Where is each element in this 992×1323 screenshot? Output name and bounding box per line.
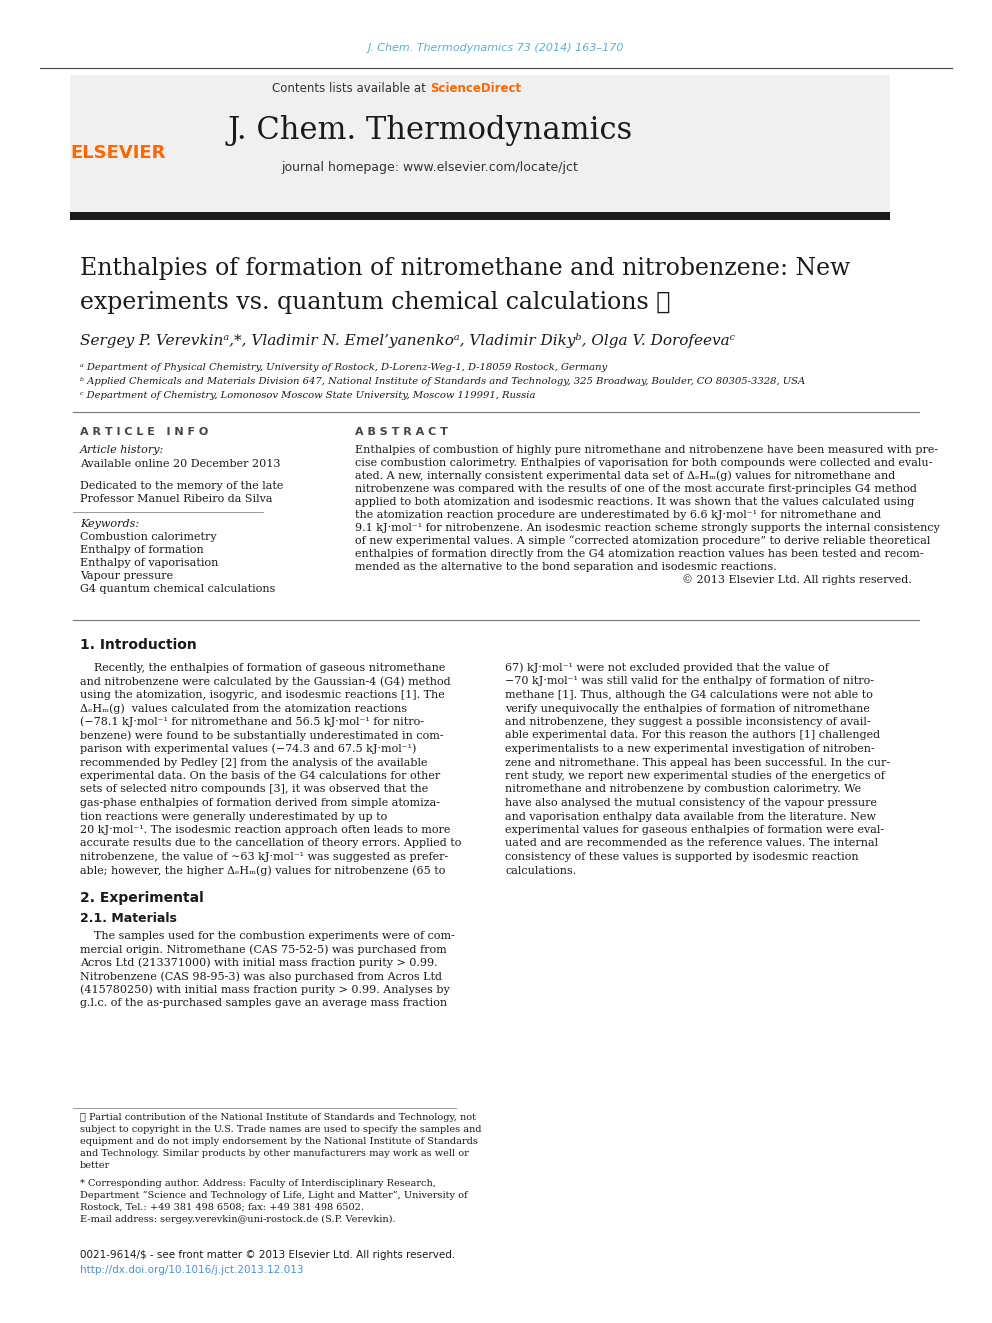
Text: mended as the alternative to the bond separation and isodesmic reactions.: mended as the alternative to the bond se… — [355, 562, 777, 572]
Text: calculations.: calculations. — [505, 865, 576, 876]
Text: nitrobenzene was compared with the results of one of the most accurate first-pri: nitrobenzene was compared with the resul… — [355, 484, 917, 493]
Text: ᵇ Applied Chemicals and Materials Division 647, National Institute of Standards : ᵇ Applied Chemicals and Materials Divisi… — [80, 377, 806, 386]
Text: J. Chem. Thermodynamics: J. Chem. Thermodynamics — [227, 115, 633, 146]
Text: (415780250) with initial mass fraction purity > 0.99. Analyses by: (415780250) with initial mass fraction p… — [80, 984, 449, 995]
Text: ELSEVIER: ELSEVIER — [70, 144, 166, 161]
Text: 2. Experimental: 2. Experimental — [80, 890, 203, 905]
Text: accurate results due to the cancellation of theory errors. Applied to: accurate results due to the cancellation… — [80, 839, 461, 848]
Text: benzene) were found to be substantially underestimated in com-: benzene) were found to be substantially … — [80, 730, 443, 741]
Text: 1. Introduction: 1. Introduction — [80, 638, 196, 652]
Text: methane [1]. Thus, although the G4 calculations were not able to: methane [1]. Thus, although the G4 calcu… — [505, 691, 873, 700]
Text: 9.1 kJ·mol⁻¹ for nitrobenzene. An isodesmic reaction scheme strongly supports th: 9.1 kJ·mol⁻¹ for nitrobenzene. An isodes… — [355, 523, 939, 533]
Text: Recently, the enthalpies of formation of gaseous nitromethane: Recently, the enthalpies of formation of… — [80, 663, 445, 673]
Text: experimental values for gaseous enthalpies of formation were eval-: experimental values for gaseous enthalpi… — [505, 826, 884, 835]
Text: © 2013 Elsevier Ltd. All rights reserved.: © 2013 Elsevier Ltd. All rights reserved… — [682, 574, 912, 585]
Text: parison with experimental values (−74.3 and 67.5 kJ·mol⁻¹): parison with experimental values (−74.3 … — [80, 744, 417, 754]
Text: experiments vs. quantum chemical calculations ☆: experiments vs. quantum chemical calcula… — [80, 291, 671, 315]
Text: Contents lists available at: Contents lists available at — [273, 82, 430, 94]
Text: G4 quantum chemical calculations: G4 quantum chemical calculations — [80, 583, 276, 594]
Text: Vapour pressure: Vapour pressure — [80, 572, 174, 581]
Text: ΔₑHₘ(g)  values calculated from the atomization reactions: ΔₑHₘ(g) values calculated from the atomi… — [80, 704, 407, 714]
Text: and Technology. Similar products by other manufacturers may work as well or: and Technology. Similar products by othe… — [80, 1150, 469, 1159]
Text: journal homepage: www.elsevier.com/locate/jct: journal homepage: www.elsevier.com/locat… — [282, 161, 578, 175]
Text: verify unequivocally the enthalpies of formation of nitromethane: verify unequivocally the enthalpies of f… — [505, 704, 870, 713]
Text: Rostock, Tel.: +49 381 498 6508; fax: +49 381 498 6502.: Rostock, Tel.: +49 381 498 6508; fax: +4… — [80, 1203, 364, 1212]
Text: Keywords:: Keywords: — [80, 519, 139, 529]
Text: mercial origin. Nitromethane (CAS 75-52-5) was purchased from: mercial origin. Nitromethane (CAS 75-52-… — [80, 945, 446, 955]
Text: consistency of these values is supported by isodesmic reaction: consistency of these values is supported… — [505, 852, 859, 863]
Text: ScienceDirect: ScienceDirect — [430, 82, 521, 94]
Text: have also analysed the mutual consistency of the vapour pressure: have also analysed the mutual consistenc… — [505, 798, 877, 808]
Text: equipment and do not imply endorsement by the National Institute of Standards: equipment and do not imply endorsement b… — [80, 1138, 478, 1147]
Text: * Corresponding author. Address: Faculty of Interdisciplinary Research,: * Corresponding author. Address: Faculty… — [80, 1179, 435, 1188]
Text: A R T I C L E   I N F O: A R T I C L E I N F O — [80, 427, 208, 437]
Bar — [70, 75, 890, 216]
Text: g.l.c. of the as-purchased samples gave an average mass fraction: g.l.c. of the as-purchased samples gave … — [80, 999, 447, 1008]
Text: uated and are recommended as the reference values. The internal: uated and are recommended as the referen… — [505, 839, 878, 848]
Text: rent study, we report new experimental studies of the energetics of: rent study, we report new experimental s… — [505, 771, 885, 781]
Text: Department “Science and Technology of Life, Light and Matter”, University of: Department “Science and Technology of Li… — [80, 1191, 467, 1200]
Text: and nitrobenzene, they suggest a possible inconsistency of avail-: and nitrobenzene, they suggest a possibl… — [505, 717, 871, 728]
Text: gas-phase enthalpies of formation derived from simple atomiza-: gas-phase enthalpies of formation derive… — [80, 798, 440, 808]
Text: A B S T R A C T: A B S T R A C T — [355, 427, 447, 437]
Text: The samples used for the combustion experiments were of com-: The samples used for the combustion expe… — [80, 931, 455, 941]
Text: Sergey P. Verevkinᵃ,*, Vladimir N. Emel’yanenkoᵃ, Vladimir Dikyᵇ, Olga V. Dorofe: Sergey P. Verevkinᵃ,*, Vladimir N. Emel’… — [80, 332, 735, 348]
Text: able; however, the higher ΔₑHₘ(g) values for nitrobenzene (65 to: able; however, the higher ΔₑHₘ(g) values… — [80, 865, 445, 876]
Text: cise combustion calorimetry. Enthalpies of vaporisation for both compounds were : cise combustion calorimetry. Enthalpies … — [355, 458, 932, 468]
Text: 2.1. Materials: 2.1. Materials — [80, 912, 177, 925]
Text: Article history:: Article history: — [80, 445, 165, 455]
Text: Enthalpies of formation of nitromethane and nitrobenzene: New: Enthalpies of formation of nitromethane … — [80, 257, 850, 279]
Text: (−78.1 kJ·mol⁻¹ for nitromethane and 56.5 kJ·mol⁻¹ for nitro-: (−78.1 kJ·mol⁻¹ for nitromethane and 56.… — [80, 717, 424, 728]
Text: experimentalists to a new experimental investigation of nitroben-: experimentalists to a new experimental i… — [505, 744, 875, 754]
Text: nitrobenzene, the value of ∼63 kJ·mol⁻¹ was suggested as prefer-: nitrobenzene, the value of ∼63 kJ·mol⁻¹ … — [80, 852, 448, 863]
Text: −70 kJ·mol⁻¹ was still valid for the enthalpy of formation of nitro-: −70 kJ·mol⁻¹ was still valid for the ent… — [505, 676, 874, 687]
Text: 0021-9614/$ - see front matter © 2013 Elsevier Ltd. All rights reserved.: 0021-9614/$ - see front matter © 2013 El… — [80, 1250, 455, 1259]
Text: ated. A new, internally consistent experimental data set of ΔₑHₘ(g) values for n: ated. A new, internally consistent exper… — [355, 471, 895, 482]
Bar — [70, 212, 890, 220]
Text: Enthalpy of formation: Enthalpy of formation — [80, 545, 203, 556]
Text: enthalpies of formation directly from the G4 atomization reaction values has bee: enthalpies of formation directly from th… — [355, 549, 924, 560]
Text: and nitrobenzene were calculated by the Gaussian-4 (G4) method: and nitrobenzene were calculated by the … — [80, 676, 450, 687]
Text: Available online 20 December 2013: Available online 20 December 2013 — [80, 459, 281, 468]
Text: using the atomization, isogyric, and isodesmic reactions [1]. The: using the atomization, isogyric, and iso… — [80, 691, 444, 700]
Text: sets of selected nitro compounds [3], it was observed that the: sets of selected nitro compounds [3], it… — [80, 785, 429, 795]
Text: J. Chem. Thermodynamics 73 (2014) 163–170: J. Chem. Thermodynamics 73 (2014) 163–17… — [368, 44, 624, 53]
Text: tion reactions were generally underestimated by up to: tion reactions were generally underestim… — [80, 811, 387, 822]
Text: ☆ Partial contribution of the National Institute of Standards and Technology, no: ☆ Partial contribution of the National I… — [80, 1114, 476, 1122]
Text: ᶜ Department of Chemistry, Lomonosov Moscow State University, Moscow 119991, Rus: ᶜ Department of Chemistry, Lomonosov Mos… — [80, 392, 536, 401]
Text: http://dx.doi.org/10.1016/j.jct.2013.12.013: http://dx.doi.org/10.1016/j.jct.2013.12.… — [80, 1265, 304, 1275]
Text: the atomization reaction procedure are underestimated by 6.6 kJ·mol⁻¹ for nitrom: the atomization reaction procedure are u… — [355, 509, 881, 520]
Text: of new experimental values. A simple “corrected atomization procedure” to derive: of new experimental values. A simple “co… — [355, 536, 930, 546]
Text: nitromethane and nitrobenzene by combustion calorimetry. We: nitromethane and nitrobenzene by combust… — [505, 785, 861, 795]
Text: experimental data. On the basis of the G4 calculations for other: experimental data. On the basis of the G… — [80, 771, 440, 781]
Text: Professor Manuel Ribeiro da Silva: Professor Manuel Ribeiro da Silva — [80, 493, 273, 504]
Text: applied to both atomization and isodesmic reactions. It was shown that the value: applied to both atomization and isodesmi… — [355, 497, 915, 507]
Text: zene and nitromethane. This appeal has been successful. In the cur-: zene and nitromethane. This appeal has b… — [505, 758, 890, 767]
Text: Acros Ltd (213371000) with initial mass fraction purity > 0.99.: Acros Ltd (213371000) with initial mass … — [80, 958, 437, 968]
Text: E-mail address: sergey.verevkin@uni-rostock.de (S.P. Verevkin).: E-mail address: sergey.verevkin@uni-rost… — [80, 1215, 396, 1224]
Text: Nitrobenzene (CAS 98-95-3) was also purchased from Acros Ltd: Nitrobenzene (CAS 98-95-3) was also purc… — [80, 971, 442, 982]
Text: better: better — [80, 1162, 110, 1171]
Text: subject to copyright in the U.S. Trade names are used to specify the samples and: subject to copyright in the U.S. Trade n… — [80, 1126, 481, 1135]
Text: Combustion calorimetry: Combustion calorimetry — [80, 532, 216, 542]
Text: able experimental data. For this reason the authors [1] challenged: able experimental data. For this reason … — [505, 730, 880, 741]
Text: Enthalpy of vaporisation: Enthalpy of vaporisation — [80, 558, 218, 568]
Text: Enthalpies of combustion of highly pure nitromethane and nitrobenzene have been : Enthalpies of combustion of highly pure … — [355, 445, 938, 455]
Text: 67) kJ·mol⁻¹ were not excluded provided that the value of: 67) kJ·mol⁻¹ were not excluded provided … — [505, 663, 829, 673]
Text: recommended by Pedley [2] from the analysis of the available: recommended by Pedley [2] from the analy… — [80, 758, 428, 767]
Text: and vaporisation enthalpy data available from the literature. New: and vaporisation enthalpy data available… — [505, 811, 876, 822]
Text: Dedicated to the memory of the late: Dedicated to the memory of the late — [80, 482, 284, 491]
Text: ᵃ Department of Physical Chemistry, University of Rostock, D-Lorenz-Weg-1, D-180: ᵃ Department of Physical Chemistry, Univ… — [80, 364, 607, 373]
Text: 20 kJ·mol⁻¹. The isodesmic reaction approach often leads to more: 20 kJ·mol⁻¹. The isodesmic reaction appr… — [80, 826, 450, 835]
